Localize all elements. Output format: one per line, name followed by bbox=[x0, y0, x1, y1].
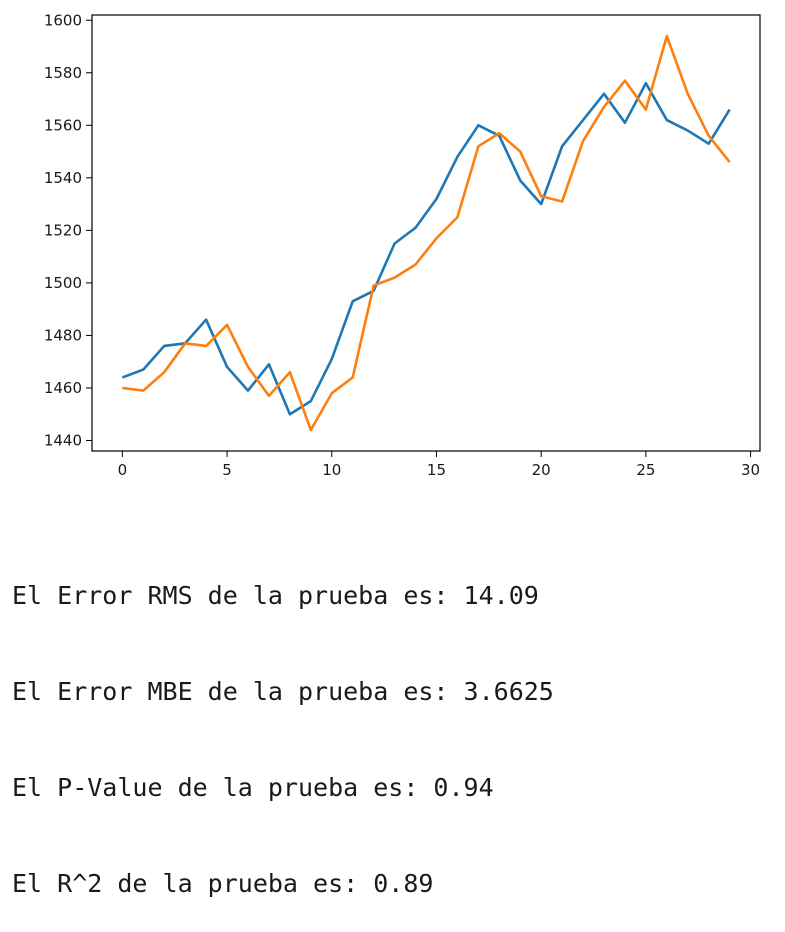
x-tick-label: 30 bbox=[741, 461, 760, 479]
x-tick-label: 10 bbox=[322, 461, 341, 479]
x-tick-label: 20 bbox=[532, 461, 551, 479]
mbe-error-line: El Error MBE de la prueba es: 3.6625 bbox=[12, 677, 554, 706]
y-tick-label: 1480 bbox=[44, 326, 82, 344]
y-tick-label: 1440 bbox=[44, 431, 82, 449]
y-tick-label: 1560 bbox=[44, 116, 82, 134]
y-tick-label: 1500 bbox=[44, 274, 82, 292]
rms-error-line: El Error RMS de la prueba es: 14.09 bbox=[12, 581, 539, 610]
y-tick-label: 1540 bbox=[44, 169, 82, 187]
y-tick-label: 1520 bbox=[44, 221, 82, 239]
output-text: El Error RMS de la prueba es: 14.09 El E… bbox=[12, 516, 554, 932]
x-tick-label: 0 bbox=[118, 461, 128, 479]
p-value-line: El P-Value de la prueba es: 0.94 bbox=[12, 773, 494, 802]
axis-layer: 0 5 10 15 20 25 301440146014801500152015401560… bbox=[44, 11, 760, 479]
r-squared-line: El R^2 de la prueba es: 0.89 bbox=[12, 869, 434, 898]
plot-frame bbox=[91, 14, 761, 452]
series-layer bbox=[121, 34, 731, 432]
series-line-1 bbox=[121, 81, 731, 416]
x-tick-label: 25 bbox=[636, 461, 655, 479]
x-tick-label: 15 bbox=[427, 461, 446, 479]
x-tick-label: 5 bbox=[222, 461, 232, 479]
y-tick-label: 1460 bbox=[44, 379, 82, 397]
series-line-2 bbox=[122, 34, 731, 432]
y-tick-label: 1580 bbox=[44, 64, 82, 82]
y-tick-label: 1600 bbox=[44, 11, 82, 29]
line-chart: 0 5 10 15 20 25 301440146014801500152015401560… bbox=[44, 11, 761, 479]
